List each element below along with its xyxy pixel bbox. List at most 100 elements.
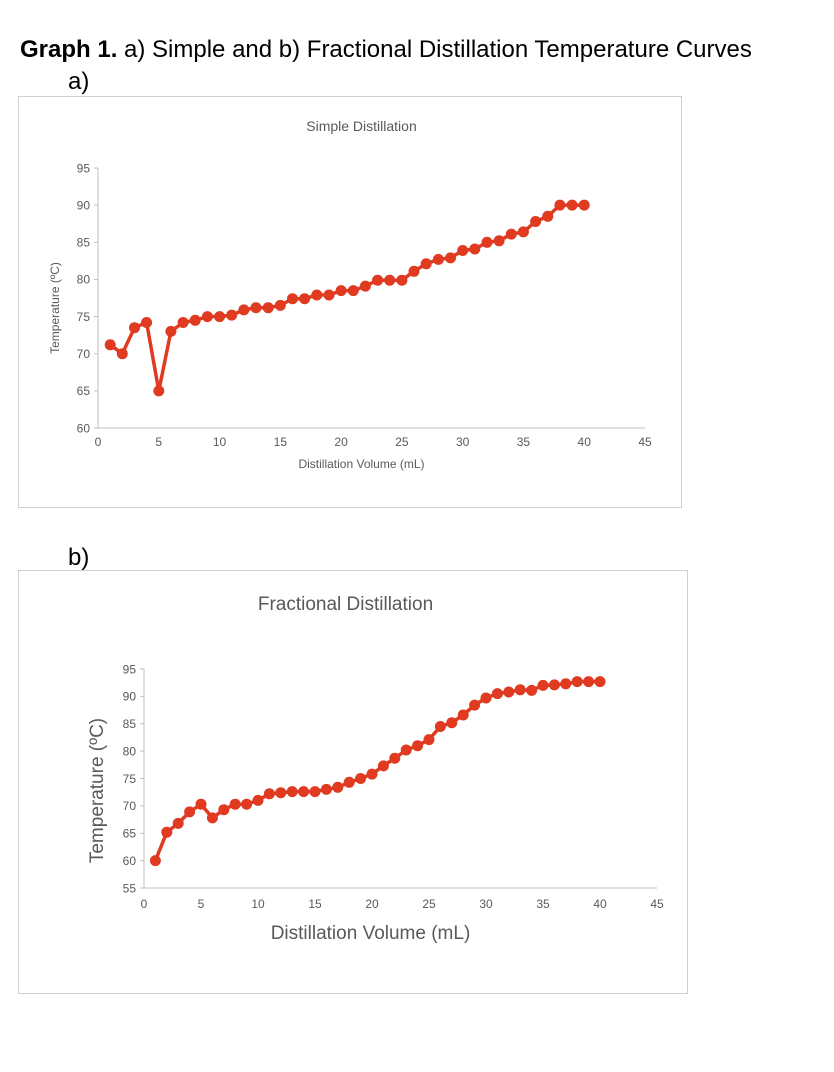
data-point [335, 285, 347, 297]
data-point [480, 692, 492, 704]
data-point [129, 322, 140, 334]
data-point [491, 688, 503, 700]
data-point [560, 678, 572, 690]
data-point [116, 348, 128, 360]
x-tick-label: 25 [422, 897, 436, 911]
x-axis-title: Distillation Volume (mL) [298, 457, 424, 471]
data-point [263, 788, 275, 800]
data-point [481, 236, 493, 248]
x-tick-label: 20 [365, 897, 379, 911]
data-point [566, 199, 578, 211]
y-tick-label: 95 [77, 161, 91, 175]
data-point [287, 293, 298, 305]
data-point [548, 679, 560, 691]
x-tick-label: 15 [274, 435, 288, 449]
data-point [161, 826, 173, 838]
y-tick-label: 60 [77, 421, 91, 435]
data-point [250, 302, 262, 314]
data-point [343, 776, 355, 788]
data-point [149, 855, 161, 867]
y-axis-title: Temperature (ºC) [87, 718, 108, 863]
data-point [214, 311, 226, 323]
data-point [505, 228, 517, 240]
x-tick-label: 5 [155, 435, 162, 449]
data-point [434, 721, 446, 732]
chart-title: Simple Distillation [306, 118, 416, 134]
data-point [537, 679, 549, 691]
data-point [286, 786, 298, 798]
data-point [218, 804, 230, 816]
caption-bold: Graph 1. [20, 36, 118, 63]
x-tick-label: 45 [650, 897, 664, 911]
chart-title: Fractional Distillation [258, 594, 433, 615]
x-tick-label: 30 [456, 435, 470, 449]
data-point [323, 289, 335, 301]
data-point [359, 280, 371, 292]
y-axis-title: Temperature (ºC) [48, 262, 62, 354]
x-tick-label: 35 [517, 435, 531, 449]
data-point [226, 309, 238, 321]
subfigure-label-a: a) [68, 68, 90, 95]
y-tick-label: 75 [77, 310, 91, 324]
data-point [457, 709, 469, 721]
data-point [530, 216, 542, 227]
data-point [141, 317, 153, 328]
data-point [423, 734, 435, 746]
data-point [153, 385, 165, 397]
data-point [275, 787, 287, 799]
y-tick-label: 85 [123, 717, 137, 731]
data-point [400, 744, 412, 756]
x-tick-label: 25 [395, 435, 409, 449]
series-line [153, 679, 602, 863]
y-tick-label: 90 [123, 690, 137, 704]
x-tick-label: 15 [308, 897, 322, 911]
x-tick-label: 45 [638, 435, 652, 449]
x-tick-label: 0 [141, 897, 148, 911]
data-point [493, 235, 505, 247]
data-point [445, 252, 456, 264]
data-point [298, 786, 310, 798]
data-point [503, 686, 515, 698]
data-point [366, 768, 378, 780]
data-point [446, 717, 458, 729]
chart-simple-distillation: Simple Distillation 60 65 70 75 80 85 90 95 0 5 10 1… [48, 118, 652, 471]
data-point [469, 699, 481, 711]
data-point [457, 245, 469, 256]
y-tick-label: 65 [123, 827, 137, 841]
y-tick-label: 75 [123, 772, 137, 786]
y-tick-label: 65 [77, 384, 91, 398]
x-tick-label: 10 [251, 897, 265, 911]
y-tick-label: 85 [77, 236, 91, 250]
x-tick-label: 40 [593, 897, 607, 911]
data-point [542, 210, 554, 222]
data-point [517, 226, 529, 238]
chart-frame-simple: Simple Distillation 60 65 70 75 80 85 90 95 0 5 10 1… [18, 96, 682, 508]
x-axis-title: Distillation Volume (mL) [271, 923, 471, 944]
data-point [229, 798, 241, 810]
data-point [389, 752, 401, 764]
y-tick-label: 60 [123, 854, 137, 868]
data-point [469, 243, 481, 255]
x-tick-label: 30 [479, 897, 493, 911]
data-point [299, 293, 311, 305]
data-point [195, 798, 207, 810]
data-point [583, 676, 595, 688]
data-point [262, 302, 274, 314]
x-tick-label: 10 [213, 435, 227, 449]
data-point [396, 274, 408, 286]
y-tick-label: 80 [123, 744, 137, 758]
data-point [241, 798, 253, 810]
data-point [165, 325, 177, 337]
data-point [578, 199, 590, 211]
x-tick-label: 35 [536, 897, 550, 911]
series-line [108, 203, 586, 393]
data-point [177, 317, 189, 328]
chart-fractional-distillation: Fractional Distillation 55 60 65 70 75 80 85 90 9… [87, 594, 664, 944]
y-tick-label: 95 [123, 662, 137, 676]
data-point [384, 274, 396, 286]
data-point [594, 676, 606, 688]
data-point [347, 285, 359, 297]
data-point [420, 258, 432, 270]
x-tick-label: 5 [198, 897, 205, 911]
data-point [252, 794, 264, 806]
